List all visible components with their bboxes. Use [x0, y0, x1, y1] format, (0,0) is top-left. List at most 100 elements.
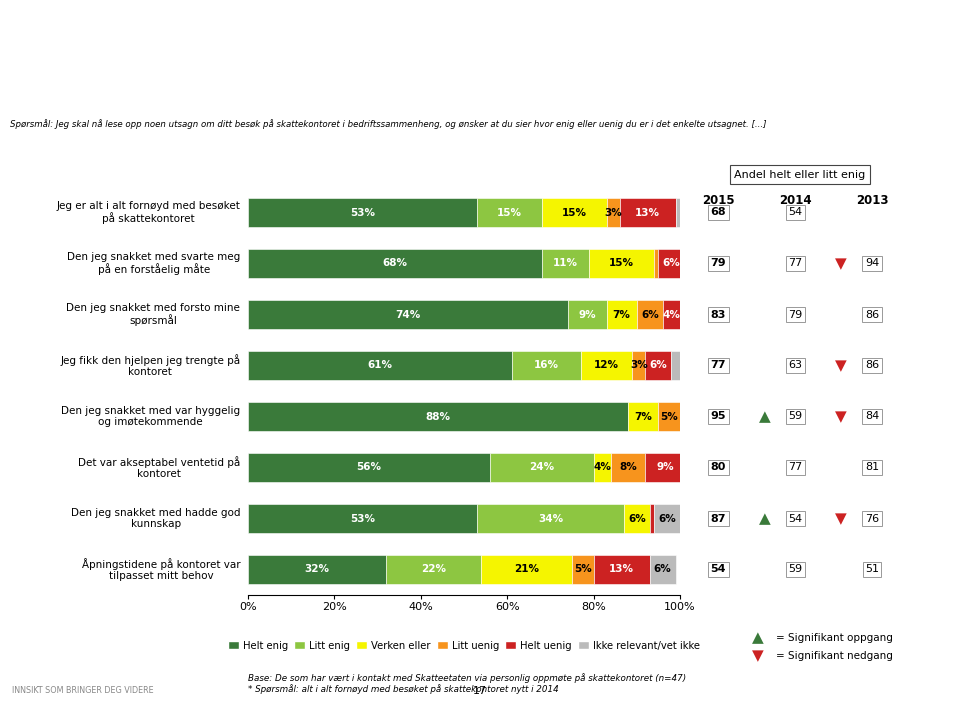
- Text: ▲: ▲: [758, 409, 770, 424]
- Text: ▼: ▼: [835, 511, 847, 526]
- Text: 61%: 61%: [368, 360, 393, 370]
- Bar: [654, 503, 680, 533]
- Text: 34%: 34%: [538, 513, 563, 523]
- Legend: Helt enig, Litt enig, Verken eller, Litt uenig, Helt uenig, Ikke relevant/vet ik: Helt enig, Litt enig, Verken eller, Litt…: [224, 637, 704, 655]
- Text: Nærsju av ti (68 %) er alt i alt fornøyd med besøket: Nærsju av ti (68 %) er alt i alt fornøyd…: [12, 28, 551, 46]
- Text: 9%: 9%: [578, 310, 596, 320]
- Text: 17: 17: [473, 686, 487, 696]
- Bar: [650, 555, 676, 585]
- Text: 59: 59: [788, 565, 803, 575]
- Text: 2013: 2013: [855, 194, 888, 207]
- Text: 21%: 21%: [515, 565, 540, 575]
- Text: 87: 87: [710, 513, 726, 523]
- Text: 15%: 15%: [610, 258, 635, 268]
- Text: 2014: 2014: [779, 194, 811, 207]
- Bar: [654, 248, 659, 278]
- Bar: [645, 453, 684, 482]
- Text: ▼: ▼: [835, 358, 847, 373]
- Text: ▲: ▲: [752, 630, 764, 645]
- Text: på skattekontoret. Tendens til høyere tilfredshet.: på skattekontoret. Tendens til høyere ti…: [12, 77, 529, 98]
- Text: 74%: 74%: [396, 310, 420, 320]
- Text: 53%: 53%: [350, 513, 375, 523]
- Text: ▲: ▲: [758, 511, 770, 526]
- Bar: [628, 402, 659, 431]
- Bar: [248, 248, 541, 278]
- Text: 11%: 11%: [553, 258, 578, 268]
- Text: Den jeg snakket med var hyggelig
og imøtekommende: Den jeg snakket med var hyggelig og imøt…: [61, 406, 240, 427]
- Text: Det var akseptabel ventetid på
kontoret: Det var akseptabel ventetid på kontoret: [78, 456, 240, 479]
- Text: 6%: 6%: [662, 258, 681, 268]
- Bar: [477, 198, 541, 227]
- Bar: [581, 351, 633, 380]
- Text: 6%: 6%: [641, 310, 659, 320]
- Text: 9%: 9%: [656, 463, 674, 473]
- Bar: [624, 503, 650, 533]
- Bar: [248, 402, 628, 431]
- Bar: [636, 300, 662, 329]
- Text: ▼: ▼: [835, 256, 847, 271]
- Text: 59: 59: [788, 412, 803, 422]
- Text: 63: 63: [788, 360, 803, 370]
- Text: 12%: 12%: [594, 360, 619, 370]
- Text: 22%: 22%: [421, 565, 446, 575]
- Bar: [611, 453, 645, 482]
- Text: 2015: 2015: [702, 194, 734, 207]
- Text: 32%: 32%: [304, 565, 329, 575]
- Text: Den jeg snakket med hadde god
kunnskap: Den jeg snakket med hadde god kunnskap: [71, 508, 240, 529]
- Bar: [481, 555, 572, 585]
- Bar: [512, 351, 581, 380]
- Text: 86: 86: [865, 360, 879, 370]
- Bar: [676, 198, 680, 227]
- Text: 15%: 15%: [497, 207, 522, 217]
- Text: 3%: 3%: [604, 207, 622, 217]
- Text: = Signifikant nedgang: = Signifikant nedgang: [776, 651, 893, 661]
- Text: 81: 81: [865, 463, 879, 473]
- Bar: [248, 503, 477, 533]
- Text: 3%: 3%: [630, 360, 648, 370]
- Text: 54: 54: [788, 513, 803, 523]
- Text: 7%: 7%: [612, 310, 631, 320]
- Text: ▼: ▼: [752, 648, 764, 663]
- Bar: [248, 198, 477, 227]
- Text: 54: 54: [788, 207, 803, 217]
- Text: Jeg fikk den hjelpen jeg trengte på
kontoret: Jeg fikk den hjelpen jeg trengte på kont…: [60, 354, 240, 377]
- Bar: [386, 555, 481, 585]
- Text: 51: 51: [865, 565, 879, 575]
- Text: Den jeg snakket med svarte meg
på en forståelig måte: Den jeg snakket med svarte meg på en for…: [67, 251, 240, 276]
- Bar: [650, 503, 654, 533]
- Bar: [589, 248, 654, 278]
- Text: 4%: 4%: [593, 463, 612, 473]
- Text: 77: 77: [788, 463, 803, 473]
- Text: 6%: 6%: [650, 360, 667, 370]
- Text: 15%: 15%: [562, 207, 587, 217]
- Text: 54: 54: [710, 565, 726, 575]
- Text: 7%: 7%: [635, 412, 652, 422]
- Bar: [659, 248, 684, 278]
- Text: 77: 77: [710, 360, 726, 370]
- Bar: [633, 351, 645, 380]
- Bar: [248, 300, 567, 329]
- Text: ▼: ▼: [835, 409, 847, 424]
- Text: Den jeg snakket med forsto mine
spørsmål: Den jeg snakket med forsto mine spørsmål: [66, 303, 240, 326]
- Bar: [619, 198, 676, 227]
- Bar: [490, 453, 593, 482]
- Text: = Signifikant oppgang: = Signifikant oppgang: [776, 633, 893, 643]
- Bar: [477, 503, 624, 533]
- Bar: [541, 248, 589, 278]
- Bar: [607, 198, 619, 227]
- Text: 13%: 13%: [610, 565, 635, 575]
- Bar: [541, 198, 607, 227]
- Bar: [659, 402, 680, 431]
- Text: 86: 86: [865, 310, 879, 320]
- Text: 94: 94: [865, 258, 879, 268]
- Bar: [671, 351, 680, 380]
- Text: 79: 79: [788, 310, 803, 320]
- Text: 76: 76: [865, 513, 879, 523]
- Text: 88%: 88%: [425, 412, 450, 422]
- Text: 79: 79: [710, 258, 726, 268]
- Text: 6%: 6%: [654, 565, 672, 575]
- Text: Spørsmål: Jeg skal nå lese opp noen utsagn om ditt besøk på skattekontoret i bed: Spørsmål: Jeg skal nå lese opp noen utsa…: [10, 120, 766, 130]
- Text: Base: De som har vært i kontakt med Skatteetaten via personlig oppmøte på skatte: Base: De som har vært i kontakt med Skat…: [248, 673, 686, 694]
- Text: 24%: 24%: [529, 463, 554, 473]
- Text: 53%: 53%: [350, 207, 375, 217]
